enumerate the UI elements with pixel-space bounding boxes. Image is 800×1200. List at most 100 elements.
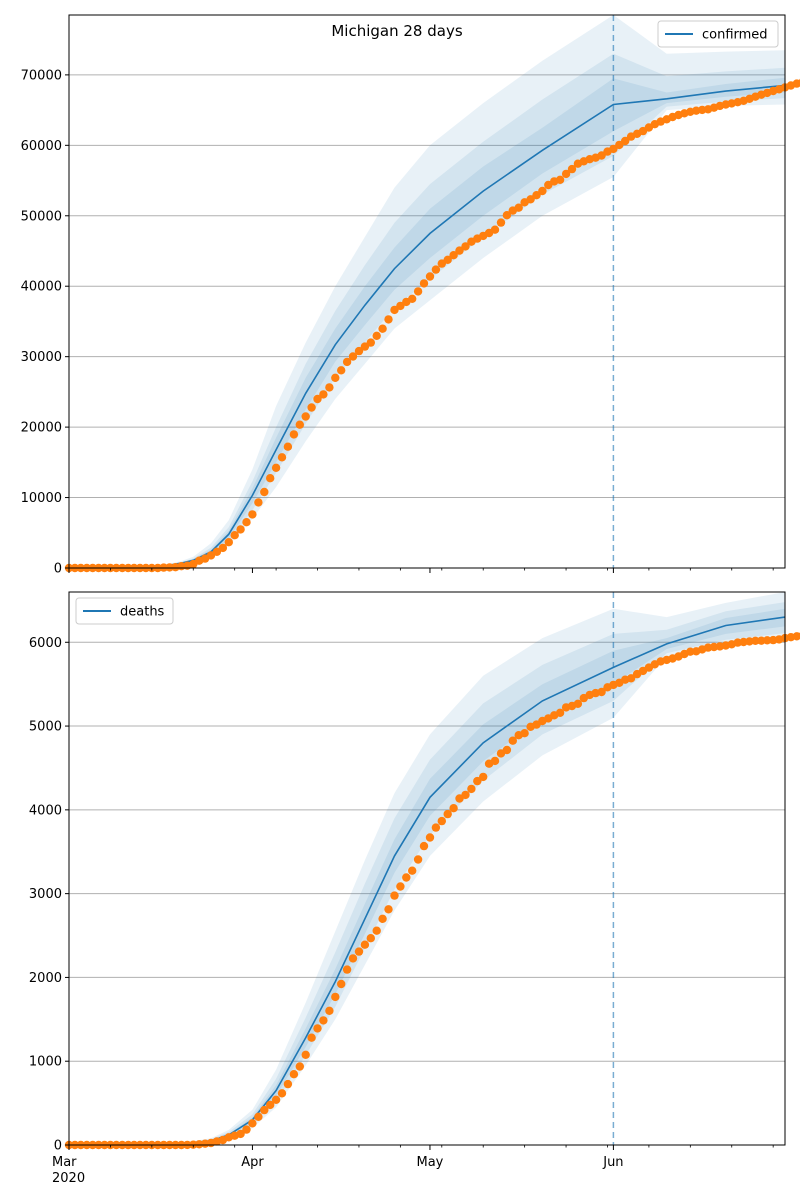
confirmed-y-tick-label: 30000 (21, 350, 62, 365)
confirmed-observed-point (419, 279, 429, 288)
deaths-y-tick-label: 2000 (29, 971, 62, 986)
confirmed-observed-point (331, 373, 340, 382)
confirmed-axes-frame (68, 14, 786, 569)
confirmed-observed-point (425, 272, 435, 281)
deaths-observed-point (236, 1129, 245, 1139)
confirmed-legend-label: confirmed (702, 28, 768, 43)
deaths-observed-point (461, 790, 470, 800)
deaths-observed-point (289, 1070, 299, 1079)
deaths-observed-point (449, 804, 458, 813)
deaths-observed-point (248, 1119, 257, 1128)
deaths-legend[interactable]: deaths (75, 597, 174, 625)
deaths-observed-point (348, 954, 358, 963)
deaths-observed-point (366, 934, 375, 943)
confirmed-observed-point (348, 352, 358, 361)
confirmed-observed-point (313, 394, 322, 404)
deaths-observed-point (502, 745, 512, 755)
confirmed-observed-point (490, 225, 500, 234)
confirmed-observed-point (260, 487, 269, 497)
deaths-observed-point (431, 823, 441, 832)
deaths-observed-point (573, 699, 583, 708)
chart-title: Michigan 28 days (331, 22, 462, 40)
confirmed-observed-point (295, 420, 304, 429)
confirmed-observed-point (555, 175, 565, 184)
deaths-observed-point (402, 873, 411, 882)
deaths-observed-point (751, 636, 760, 645)
confirmed-y-tick-label: 10000 (21, 491, 62, 506)
confirmed-y-tick-label: 20000 (21, 421, 62, 436)
deaths-observed-point (307, 1033, 316, 1042)
deaths-y-tick-label: 0 (54, 1139, 62, 1154)
deaths-observed-point (390, 891, 399, 900)
confirmed-observed-points (64, 78, 800, 573)
confirmed-observed-point (342, 357, 352, 367)
confirmed-x-axis (68, 568, 774, 573)
deaths-observed-point (763, 636, 772, 645)
confirmed-observed-point (230, 531, 239, 540)
confirmed-observed-point (283, 442, 293, 451)
confirmed-y-tick-label: 50000 (21, 209, 62, 224)
confirmed-observed-point (615, 140, 624, 150)
confirmed-observed-point (461, 242, 470, 251)
confirmed-observed-point (443, 255, 452, 264)
confirmed-y-tick-label: 0 (54, 562, 62, 577)
x-tick-label: Mar (52, 1155, 77, 1170)
deaths-observed-point (419, 841, 429, 851)
deaths-legend-box (75, 597, 174, 625)
confirmed-observed-point (455, 246, 464, 255)
confirmed-observed-point (532, 191, 541, 200)
deaths-observed-point (425, 833, 435, 842)
confirmed-observed-point (561, 169, 571, 179)
confirmed-observed-point (366, 338, 375, 347)
confirmed-observed-point (378, 324, 387, 333)
confirmed-observed-point (431, 265, 441, 274)
deaths-observed-point (597, 687, 606, 697)
confirmed-observed-point (496, 218, 506, 227)
confirmed-observed-point (254, 498, 263, 507)
deaths-observed-point (360, 940, 370, 949)
deaths-observed-point (408, 866, 417, 875)
deaths-observed-point (384, 905, 393, 914)
x-tick-year-label: 2020 (52, 1171, 85, 1186)
deaths-observed-point (626, 674, 636, 683)
deaths-observed-point (479, 772, 488, 782)
deaths-observed-point (396, 882, 405, 891)
confirmed-observed-point (325, 383, 334, 392)
deaths-observed-point (337, 979, 346, 989)
confirmed-observed-point (396, 301, 405, 311)
deaths-observed-point (508, 736, 517, 745)
deaths-y-tick-label: 6000 (29, 636, 62, 651)
confirmed-observed-point (514, 203, 523, 212)
confirmed-legend[interactable]: confirmed (657, 20, 779, 48)
confirmed-observed-point (567, 164, 577, 174)
deaths-observed-point (372, 926, 381, 935)
deaths-observed-point (325, 1006, 334, 1015)
confirmed-observed-point (277, 453, 287, 462)
confirmed-observed-point (337, 366, 346, 375)
deaths-observed-point (490, 756, 500, 766)
deaths-observed-point (271, 1095, 281, 1105)
deaths-observed-point (277, 1089, 287, 1098)
confirmed-observed-point (792, 79, 800, 88)
deaths-observed-point (266, 1100, 275, 1110)
confirmed-observed-point (165, 563, 174, 572)
confirmed-observed-point (212, 547, 222, 556)
deaths-y-tick-label: 1000 (29, 1055, 62, 1070)
confirmed-observed-point (526, 195, 535, 204)
deaths-observed-point (443, 809, 452, 819)
confirmed-observed-point (307, 403, 316, 412)
confirmed-legend-box (657, 20, 779, 48)
deaths-axes-frame (68, 591, 786, 1146)
confirmed-y-tick-label: 60000 (21, 139, 62, 154)
confirmed-observed-point (449, 251, 458, 260)
deaths-y-tick-label: 4000 (29, 803, 62, 818)
deaths-observed-point (260, 1105, 269, 1115)
deaths-observed-point (301, 1050, 310, 1060)
confirmed-y-tick-label: 70000 (21, 68, 62, 83)
confirmed-observed-point (502, 211, 512, 220)
confirmed-observed-point (360, 342, 370, 351)
confirmed-observed-point (301, 412, 310, 421)
confirmed-observed-point (384, 315, 393, 324)
